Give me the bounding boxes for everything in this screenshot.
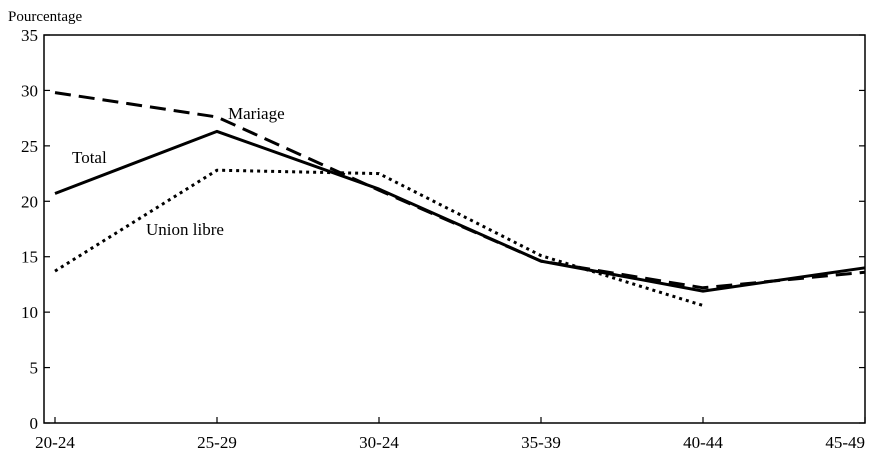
y-axis-ticks: 0 5 10 15 20 25 30 35	[21, 26, 865, 433]
x-tick-label: 30-24	[359, 433, 399, 452]
x-tick-label: 40-44	[683, 433, 723, 452]
x-axis-ticks: 20-24 25-29 30-24 35-39 40-44 45-49	[35, 417, 866, 452]
x-tick-label: 45-49	[825, 433, 865, 452]
x-tick-label: 35-39	[521, 433, 561, 452]
y-tick-label: 35	[21, 26, 38, 45]
y-tick-label: 25	[21, 137, 38, 156]
series-lines	[54, 91, 866, 307]
series-label-union-libre: Union libre	[146, 220, 224, 239]
y-tick-label: 20	[21, 192, 38, 211]
y-tick-label: 15	[21, 248, 38, 267]
series-line-mariage	[54, 91, 866, 290]
series-label-total: Total	[72, 148, 107, 167]
y-tick-label: 30	[21, 81, 38, 100]
y-tick-label: 5	[30, 359, 39, 378]
series-label-mariage: Mariage	[228, 104, 285, 123]
series-line-total	[54, 129, 866, 293]
plot-border	[43, 34, 866, 424]
x-tick-label: 25-29	[197, 433, 237, 452]
plot-frame	[43, 34, 866, 424]
y-tick-label: 10	[21, 303, 38, 322]
series-labels: Mariage Total Union libre	[72, 104, 285, 239]
x-tick-label: 20-24	[35, 433, 75, 452]
y-axis-label: Pourcentage	[8, 9, 82, 25]
series-line-union-libre	[54, 168, 704, 307]
y-tick-label: 0	[30, 414, 39, 433]
